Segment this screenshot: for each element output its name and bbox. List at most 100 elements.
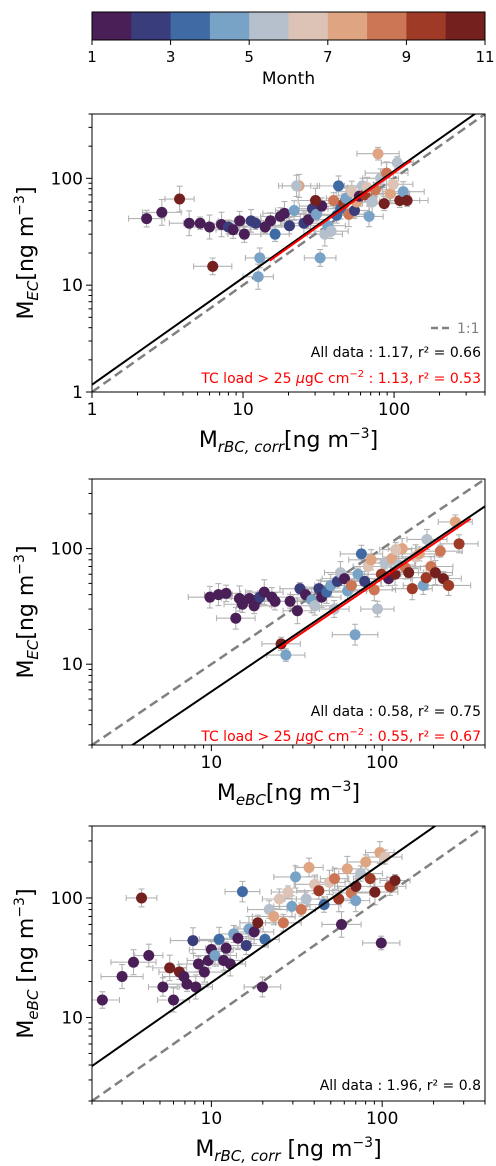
data-point <box>391 157 403 169</box>
x-tick-label: 100 <box>366 1109 398 1129</box>
x-tick-label: 10 <box>201 1109 223 1129</box>
data-point <box>96 994 108 1006</box>
colorbar-cell <box>288 12 329 40</box>
fit-line-tc-load <box>278 517 472 650</box>
data-point <box>277 917 289 929</box>
data-point <box>192 958 204 970</box>
x-axis-label: MrBC, corr [ng m−3] <box>195 1135 381 1165</box>
one-to-one-line <box>92 826 485 1101</box>
data-point <box>234 215 246 227</box>
data-point <box>207 260 219 272</box>
data-point <box>209 949 221 961</box>
y-tick-label: 10 <box>61 276 83 296</box>
data-point <box>291 180 303 192</box>
data-point <box>368 584 380 596</box>
colorbar-cell <box>131 12 171 40</box>
x-tick-label: 10 <box>232 400 254 420</box>
legend-label-one-to-one: 1:1 <box>457 321 480 337</box>
data-point <box>329 873 341 885</box>
data-point <box>359 575 371 587</box>
data-point <box>164 962 176 974</box>
data-point <box>174 193 186 205</box>
data-point <box>269 228 281 240</box>
data-point <box>167 994 179 1006</box>
data-point <box>365 554 377 566</box>
y-tick-label: 100 <box>51 889 83 909</box>
data-point <box>352 568 364 580</box>
colorbar-tick-label: 9 <box>402 48 412 66</box>
data-point <box>386 553 398 565</box>
data-point <box>290 871 302 883</box>
data-point <box>256 981 268 993</box>
data-point <box>366 196 378 208</box>
colorbar-cell <box>327 12 368 40</box>
data-point <box>248 926 260 938</box>
data-point <box>278 207 290 219</box>
data-point <box>401 195 413 207</box>
data-point <box>198 966 210 978</box>
y-tick-label: 1 <box>72 383 83 403</box>
data-point <box>227 224 239 236</box>
data-point <box>369 886 381 898</box>
data-point <box>220 587 232 599</box>
data-point <box>252 917 264 929</box>
data-point <box>384 188 396 200</box>
data-point <box>453 538 465 550</box>
data-point <box>314 252 326 264</box>
x-tick-label: 100 <box>366 753 398 773</box>
data-point <box>371 603 383 615</box>
y-tick-label: 100 <box>51 169 83 189</box>
annotation-all-data: All data : 0.58, r² = 0.75 <box>311 704 481 720</box>
data-point <box>157 981 169 993</box>
x-axis-label: MeBC[ng m−3] <box>217 779 360 809</box>
data-point <box>284 595 296 607</box>
data-point <box>264 215 276 227</box>
data-point <box>302 214 314 226</box>
colorbar-frame <box>91 11 486 41</box>
data-point <box>282 886 294 898</box>
colorbar-cell <box>445 12 486 40</box>
data-point <box>403 567 415 579</box>
data-point <box>213 933 225 945</box>
colorbar-ticks: 1 3 5 7 9 11 <box>87 40 495 66</box>
data-point <box>378 198 390 210</box>
data-point <box>128 956 140 968</box>
colorbar-cell <box>367 12 407 40</box>
data-point <box>181 978 193 990</box>
error-bar <box>164 185 195 213</box>
y-tick-label: 10 <box>61 655 83 675</box>
plot-area <box>92 826 485 1101</box>
data-point <box>190 981 202 993</box>
y-axis-label: MEC[ng m−3] <box>12 545 42 678</box>
colorbar-tick-label: 7 <box>323 48 333 66</box>
data-point <box>328 195 340 207</box>
data-point <box>387 178 399 190</box>
axis-ticks <box>86 113 486 398</box>
data-point <box>291 605 303 617</box>
data-point <box>269 595 281 607</box>
data-point <box>434 545 446 557</box>
colorbar-tick-label: 3 <box>166 48 176 66</box>
colorbar-cell <box>170 12 211 40</box>
x-axis-label: MrBC, corr[ng m−3] <box>199 426 378 456</box>
scatter-panel-rbc-vs-ebc: 10 100 10 100 MrBC, corr [ng m−3] MeBC [ng m−… <box>12 825 486 1165</box>
data-point <box>309 600 321 612</box>
plot-area <box>92 479 485 745</box>
data-point <box>429 567 441 579</box>
colorbar-label: Month <box>262 69 315 89</box>
data-point <box>303 861 315 873</box>
data-point <box>273 893 285 905</box>
data-point <box>375 937 387 949</box>
fit-line-all-data <box>92 826 437 1067</box>
fit-line-all-data <box>130 505 485 745</box>
data-point <box>360 856 372 868</box>
data-point <box>313 885 325 897</box>
scatter-panel-ebc-vs-ec: 10 100 10 100 MeBC[ng m−3] MEC[ng m−3] All dat… <box>12 478 486 809</box>
data-point <box>268 910 280 922</box>
data-point <box>252 271 264 283</box>
data-point <box>254 252 266 264</box>
data-point <box>288 204 300 216</box>
data-point <box>295 904 307 916</box>
axis-ticks <box>86 825 486 1107</box>
